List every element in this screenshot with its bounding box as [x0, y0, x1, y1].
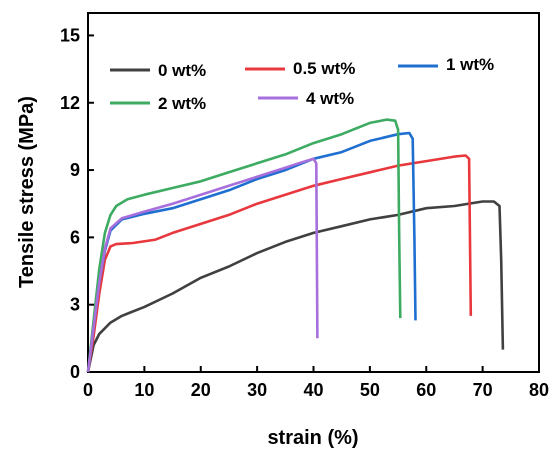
series-layer [86, 118, 505, 373]
legend-label-2wt: 2 wt% [158, 94, 206, 113]
x-axis: 0 10 20 30 40 50 60 70 80 [83, 366, 549, 400]
legend-label-1wt: 1 wt% [446, 55, 494, 74]
y-tick-label: 12 [60, 93, 80, 113]
legend-label-0wt: 0 wt% [158, 61, 206, 80]
series-line-0.5wtpct [86, 154, 473, 373]
legend-label-0.5wt: 0.5 wt% [293, 59, 355, 78]
y-tick-label: 0 [70, 362, 80, 382]
legend-label-4wt: 4 wt% [306, 89, 354, 108]
x-tick-label: 60 [416, 380, 436, 400]
series-line-0wtpct [86, 200, 505, 373]
y-tick-label: 3 [70, 295, 80, 315]
x-tick-label: 40 [303, 380, 323, 400]
y-axis-title: Tensile stress (MPa) [16, 96, 38, 288]
x-tick-label: 70 [473, 380, 493, 400]
y-tick-label: 15 [60, 25, 80, 45]
y-axis: 0 3 6 9 12 15 [60, 25, 94, 382]
x-tick-label: 80 [529, 380, 549, 400]
x-tick-label: 20 [191, 380, 211, 400]
x-tick-label: 10 [134, 380, 154, 400]
series-line-4wtpct [86, 157, 319, 373]
x-axis-title: strain (%) [267, 427, 358, 449]
series-line-1wtpct [86, 131, 417, 373]
x-tick-label: 30 [247, 380, 267, 400]
x-tick-label: 50 [360, 380, 380, 400]
y-tick-label: 9 [70, 160, 80, 180]
legend: 0 wt% 0.5 wt% 1 wt% 2 wt% 4 wt% [110, 55, 494, 113]
x-tick-label: 0 [83, 380, 93, 400]
y-tick-label: 6 [70, 227, 80, 247]
series-line-2wtpct [86, 118, 402, 373]
